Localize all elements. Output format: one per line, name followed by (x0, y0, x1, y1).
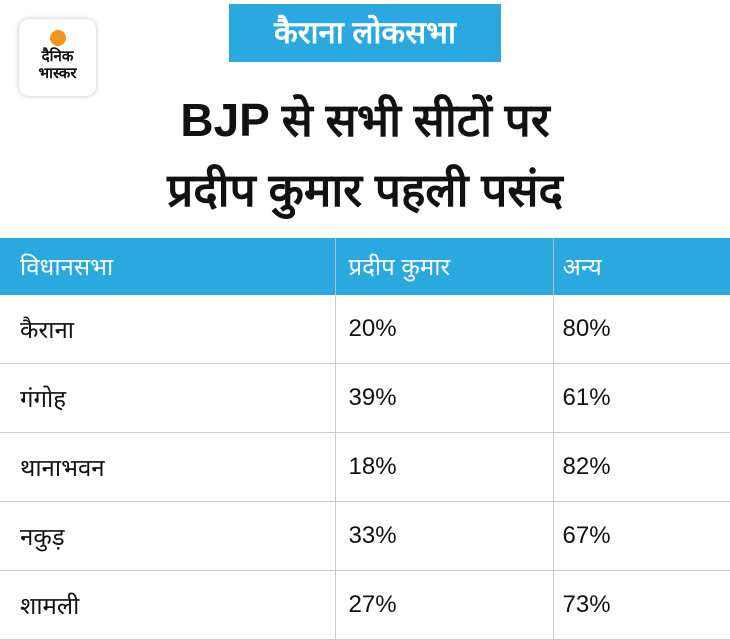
table-row: नकुड़ 33% 67% (0, 501, 730, 571)
table-cell: 18% (335, 432, 554, 502)
column-header: विधानसभा (0, 238, 336, 295)
table-row: कैराना 20% 80% (0, 295, 730, 364)
badge: कैराना लोकसभा (229, 4, 501, 62)
table-row: गंगोह 39% 61% (0, 363, 730, 433)
table-cell: 20% (335, 295, 554, 364)
table-row: शामली 27% 73% (0, 570, 730, 640)
table-row: थानाभवन 18% 82% (0, 432, 730, 502)
column-header: प्रदीप कुमार (335, 238, 554, 295)
table-cell: 67% (553, 501, 730, 571)
header-row: विधानसभा प्रदीप कुमार अन्य (0, 238, 730, 295)
table-cell: 80% (553, 295, 730, 364)
table-cell: गंगोह (0, 363, 336, 433)
title: BJP से सभी सीटों पर (180, 94, 550, 146)
table-cell: 39% (335, 363, 554, 433)
title: प्रदीप कुमार पहली पसंद (167, 164, 563, 216)
table-cell: शामली (0, 570, 336, 640)
table-cell: कैराना (0, 295, 336, 364)
table-cell: 73% (553, 570, 730, 640)
table-body: कैराना 20% 80% गंगोह 39% 61% थानाभवन 18% 82% नकुड… (0, 295, 730, 640)
logo-text: भास्कर (38, 65, 77, 82)
table-cell: 27% (335, 570, 554, 640)
table-cell: नकुड़ (0, 501, 336, 571)
logo: दैनिक भास्कर (19, 19, 96, 96)
logo-text: दैनिक (41, 48, 74, 65)
table-cell: 82% (553, 432, 730, 502)
table-cell: 61% (553, 363, 730, 433)
table-cell: 33% (335, 501, 554, 571)
column-header: अन्य (553, 238, 730, 295)
table-cell: थानाभवन (0, 432, 336, 502)
logo-dot (49, 30, 66, 46)
table: विधानसभा प्रदीप कुमार अन्य कैराना 20% 80% गंग… (0, 238, 730, 640)
